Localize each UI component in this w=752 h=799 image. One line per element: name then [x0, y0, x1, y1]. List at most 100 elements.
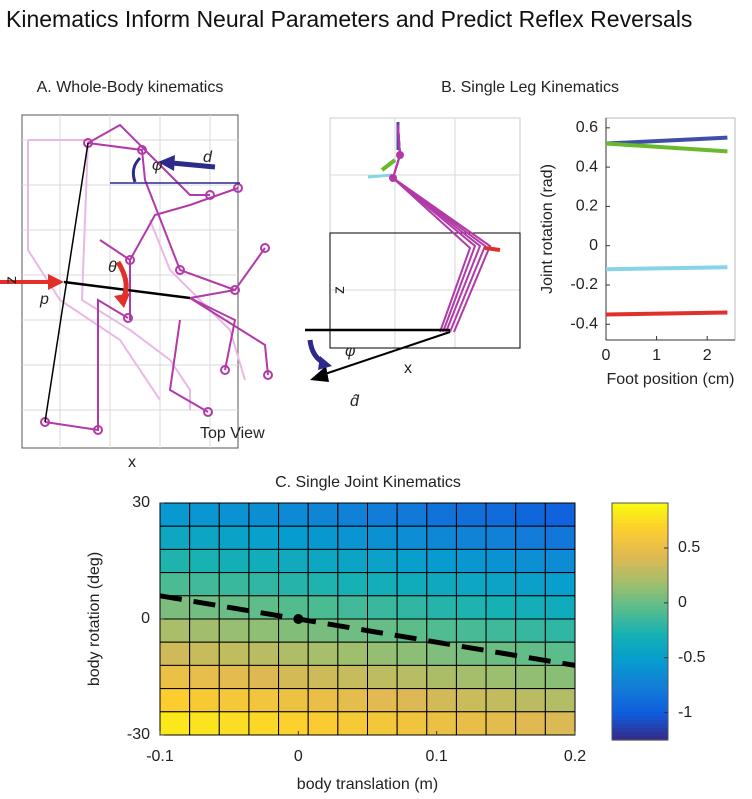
annotation: Top View: [200, 425, 265, 442]
heat-cell: [337, 711, 369, 736]
colorbar-swatch: [612, 692, 668, 698]
heat-cell: [337, 688, 369, 713]
heat-cell: [248, 641, 280, 666]
x-axis-label: x: [404, 360, 412, 377]
colorbar-tick-label: -0.5: [678, 649, 706, 666]
y-tick-label: 0: [589, 237, 598, 254]
heat-cell: [485, 525, 517, 550]
x-axis-label: x: [128, 454, 136, 471]
heat-cell: [426, 548, 457, 574]
heat-cell: [515, 688, 546, 713]
heat-cell: [337, 572, 369, 597]
x-axis-label: Foot position (cm): [606, 371, 734, 388]
heat-cell: [367, 525, 398, 550]
x-axis-label: body translation (m): [297, 776, 438, 793]
heat-cell: [278, 502, 309, 527]
colorbar-swatch: [612, 609, 668, 615]
heat-cell: [544, 595, 576, 620]
heat-cell: [218, 618, 250, 643]
x-tick-label: 0: [602, 347, 611, 364]
colorbar-swatch: [612, 506, 668, 512]
heat-cell: [159, 711, 191, 736]
annotation: p: [39, 291, 49, 308]
heat-cell: [515, 572, 546, 597]
heat-cell: [426, 595, 457, 620]
heat-cell: [337, 502, 369, 527]
x-tick-label: 0.2: [564, 748, 586, 765]
colorbar-swatch: [612, 566, 668, 571]
heat-cell: [426, 641, 457, 666]
colorbar-swatch: [612, 530, 668, 536]
heat-cell: [367, 595, 398, 620]
colorbar-swatch: [612, 526, 668, 532]
colorbar-swatch: [612, 649, 668, 654]
heat-cell: [337, 525, 369, 550]
heat-cell: [278, 641, 309, 666]
heat-cell: [396, 572, 428, 597]
heat-cell: [515, 664, 546, 690]
series-line: [605, 310, 728, 317]
heat-cell: [426, 688, 457, 713]
colorbar-swatch: [612, 720, 668, 725]
colorbar-swatch: [612, 684, 668, 690]
series-line: [605, 141, 728, 154]
heat-cell: [485, 664, 517, 690]
colorbar-swatch: [612, 736, 668, 741]
colorbar-swatch: [612, 578, 668, 583]
heat-cell: [455, 525, 487, 550]
panel-title: B. Single Leg Kinematics: [441, 79, 619, 96]
annotation: φ: [345, 343, 355, 360]
heat-cell: [278, 711, 309, 736]
heat-cell: [307, 641, 339, 666]
colorbar-swatch: [612, 712, 668, 717]
heat-cell: [337, 664, 369, 690]
x-tick-label: 1: [652, 347, 661, 364]
heat-cell: [278, 664, 309, 690]
panel-title: A. Whole-Body kinematics: [37, 79, 224, 96]
y-tick-label: -0.4: [570, 316, 598, 333]
heat-cell: [218, 525, 250, 550]
heat-cell: [189, 502, 220, 527]
heat-cell: [307, 548, 339, 574]
heat-cell: [218, 664, 250, 690]
annotation: d̂: [350, 393, 360, 410]
colorbar-swatch: [612, 510, 668, 516]
colorbar-swatch: [612, 672, 668, 678]
heat-cell: [426, 618, 457, 643]
colorbar-swatch: [612, 503, 668, 508]
colorbar-swatch: [612, 589, 668, 595]
colorbar-swatch: [612, 613, 668, 619]
panel-a-drawing: [0, 114, 273, 449]
heat-cell: [396, 641, 428, 666]
heat-cell: [307, 502, 339, 527]
heat-cell: [485, 548, 517, 574]
heat-cell: [455, 688, 487, 713]
heat-cell: [544, 688, 576, 713]
heat-cell: [189, 688, 220, 713]
colorbar-swatch: [612, 716, 668, 721]
heat-cell: [278, 525, 309, 550]
colorbar-swatch: [612, 570, 668, 575]
heat-cell: [278, 595, 309, 620]
heat-cell: [189, 548, 220, 574]
y-tick-label: 0.6: [576, 119, 598, 136]
heat-cell: [337, 641, 369, 666]
heat-cell: [455, 502, 487, 527]
colorbar-tick-label: 0.5: [678, 539, 700, 556]
heat-cell: [278, 688, 309, 713]
heat-cell: [515, 595, 546, 620]
colorbar-swatch: [612, 621, 668, 627]
figure-title: Kinematics Inform Neural Parameters and …: [6, 6, 693, 32]
panel-b-drawing: [305, 117, 521, 382]
colorbar-swatch: [612, 732, 668, 737]
colorbar-swatch: [612, 637, 668, 642]
colorbar-swatch: [612, 680, 668, 686]
colorbar-swatch: [612, 574, 668, 579]
heat-cell: [515, 711, 546, 736]
colorbar-swatch: [612, 708, 668, 713]
heat-cell: [159, 525, 191, 550]
y-tick-label: 0.4: [576, 158, 598, 175]
heat-cell: [218, 711, 250, 736]
heat-cell: [337, 548, 369, 574]
x-tick-label: 0.1: [426, 748, 448, 765]
